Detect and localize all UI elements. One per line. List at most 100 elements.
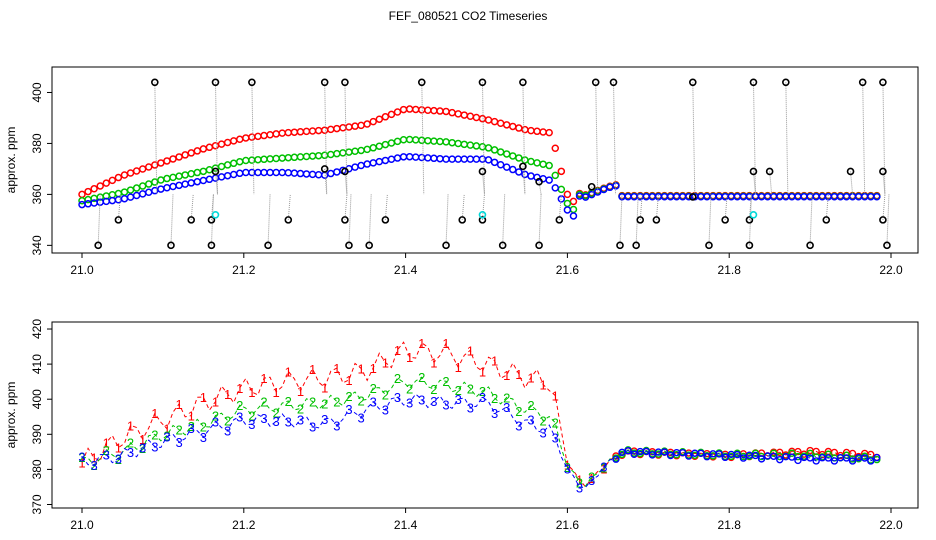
top-trace-point: [296, 169, 305, 178]
cal-point: [749, 210, 758, 219]
top-trace-point: [187, 169, 195, 178]
series-label-1: 1: [200, 390, 207, 405]
top-trace-point: [266, 155, 274, 163]
y-tick-label: 340: [30, 235, 44, 255]
top-trace-point: [345, 148, 353, 156]
top-trace-point: [557, 167, 566, 176]
top-trace-point: [442, 155, 450, 163]
top-trace-point: [242, 168, 250, 177]
top-trace-point: [411, 153, 420, 161]
ref-point: [782, 78, 790, 87]
series-point-3: [830, 457, 839, 465]
ref-point: [284, 216, 293, 224]
series-label-2: 2: [479, 384, 486, 399]
series-point-3: [757, 455, 766, 463]
top-trace-point: [369, 144, 377, 152]
series-label-2: 2: [91, 458, 98, 473]
ref-point: [846, 167, 855, 176]
ref-point: [187, 216, 196, 224]
series-label-1: 1: [370, 361, 377, 376]
top-trace-point: [254, 132, 262, 141]
ref-point: [535, 177, 543, 186]
top-trace-point: [472, 113, 481, 122]
top-trace-point: [442, 138, 450, 146]
top-trace-point: [557, 185, 566, 194]
series-label-1: 1: [406, 350, 413, 365]
series-label-2: 2: [382, 388, 389, 403]
series-label-3: 3: [564, 462, 571, 477]
top-trace-point: [126, 193, 135, 201]
top-trace-point: [399, 153, 408, 161]
top-trace-point: [181, 171, 189, 179]
bottom-y-axis-label: approx. ppm: [4, 382, 18, 449]
top-trace-point: [169, 173, 177, 182]
series-label-2: 2: [175, 423, 182, 438]
top-trace-point: [314, 171, 323, 179]
ref-point: [879, 167, 887, 176]
ref-point: [749, 167, 758, 176]
ref-connector: [348, 194, 352, 246]
series-label-1: 1: [91, 451, 98, 466]
top-trace-point: [351, 147, 359, 156]
top-trace-point: [236, 157, 244, 166]
top-trace-point: [248, 133, 256, 141]
top-trace-point: [460, 140, 469, 149]
series-label-2: 2: [127, 436, 134, 451]
ref-connector: [613, 82, 617, 195]
ref-connector: [538, 181, 542, 195]
series-label-3: 3: [382, 403, 389, 418]
series-label-3: 3: [333, 418, 340, 433]
ref-point: [749, 78, 758, 87]
top-trace-point: [533, 127, 541, 136]
top-trace-point: [436, 154, 444, 163]
ref-connector: [154, 82, 158, 195]
series-label-2: 2: [248, 408, 255, 423]
series-label-2: 2: [236, 398, 243, 413]
series-label-1: 1: [515, 367, 522, 382]
top-trace-point: [120, 194, 129, 203]
top-trace-point: [502, 163, 511, 171]
top-trace-point: [254, 155, 262, 164]
top-trace-point: [375, 157, 384, 166]
ref-connector: [591, 186, 595, 195]
top-trace-point: [132, 167, 141, 175]
top-trace-point: [484, 156, 493, 164]
series-label-2: 2: [163, 428, 170, 443]
top-trace-point: [138, 182, 147, 190]
bottom-plot-frame: [51, 321, 919, 509]
series-point-3: [721, 453, 729, 462]
series-label-1: 1: [394, 343, 401, 358]
top-trace-point: [126, 186, 135, 194]
top-trace-point: [442, 107, 450, 116]
top-trace-point: [345, 123, 353, 131]
series-label-3: 3: [576, 480, 583, 495]
ref-point: [211, 78, 220, 87]
top-trace-point: [102, 179, 111, 187]
series-label-1: 1: [236, 381, 243, 396]
ref-connector: [170, 194, 174, 246]
top-trace-point: [515, 154, 523, 162]
series-point-3: [812, 457, 820, 465]
ref-point: [883, 241, 891, 250]
series-label-3: 3: [103, 447, 110, 462]
top-trace-point: [381, 113, 390, 121]
series-label-1: 1: [503, 368, 510, 383]
top-trace-point: [78, 200, 86, 209]
series-label-3: 3: [430, 394, 437, 409]
ref-connector: [522, 166, 526, 195]
top-trace-point: [284, 169, 293, 177]
top-trace-point: [217, 162, 226, 171]
ref-connector: [210, 194, 214, 246]
top-trace-point: [302, 127, 311, 136]
top-trace-point: [369, 159, 377, 167]
top-trace-point: [411, 105, 420, 114]
series-label-3: 3: [212, 414, 219, 429]
series-label-3: 3: [236, 409, 243, 424]
series-label-1: 1: [163, 422, 170, 437]
series-label-1: 1: [224, 387, 231, 402]
series-label-1: 1: [273, 385, 280, 400]
series-label-1: 1: [103, 435, 110, 450]
top-trace-point: [157, 159, 165, 167]
ref-point: [879, 216, 887, 224]
series-label-1: 1: [151, 406, 158, 421]
